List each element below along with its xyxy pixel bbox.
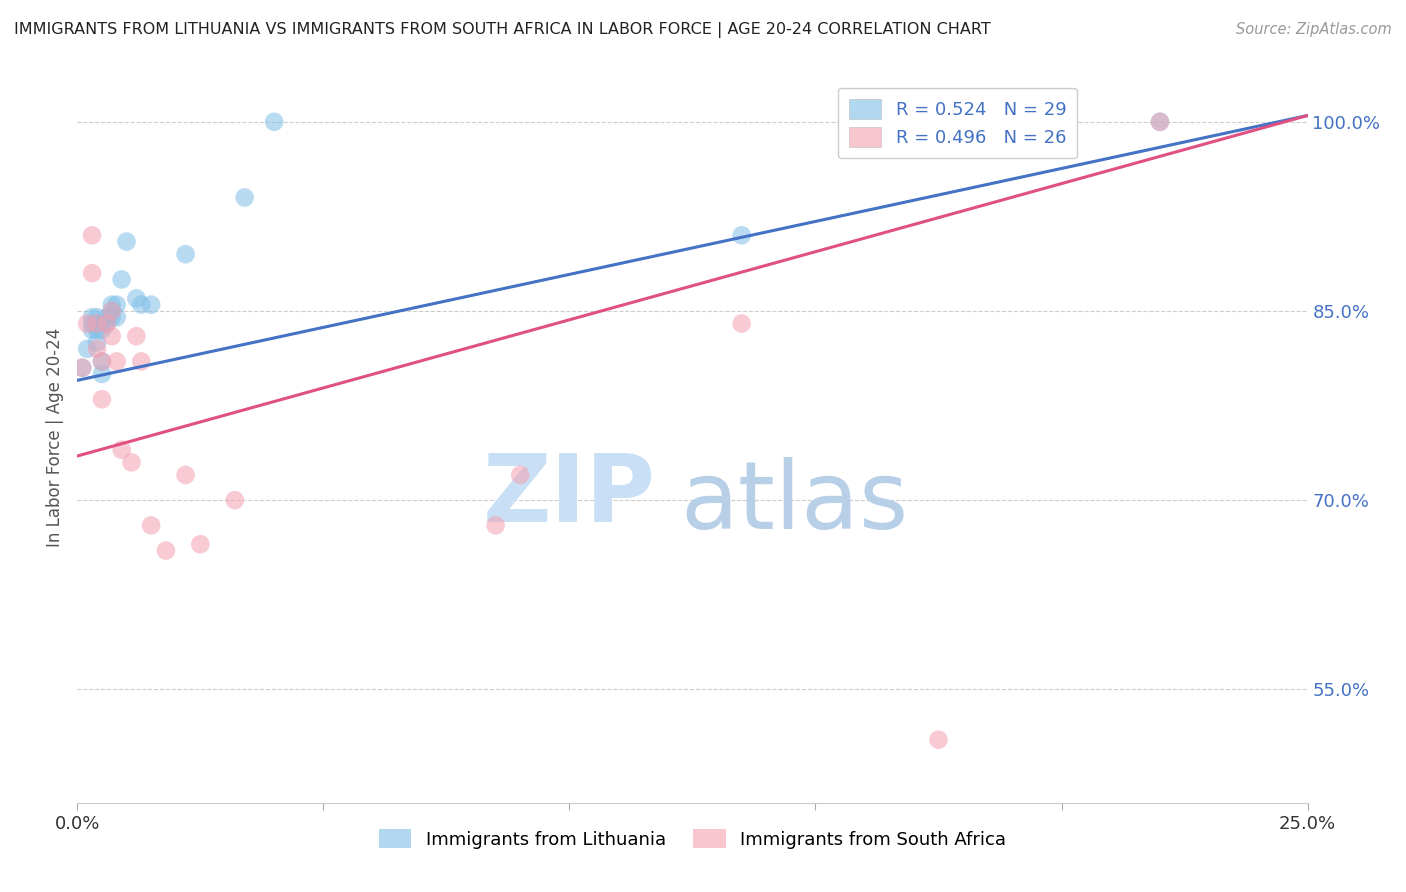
Point [86,310,108,325]
Point [125,291,148,305]
Y-axis label: In Labor Force | Age 20-24: In Labor Force | Age 20-24 [46,327,65,547]
Point [111,442,132,457]
Point [105,298,128,312]
Point [90,323,114,337]
Point [1149,115,1171,129]
Point [928,732,950,747]
Point [82,317,104,331]
Point [233,190,256,204]
Point [101,298,124,312]
Point [129,298,153,312]
Point [90,354,114,368]
Text: atlas: atlas [681,457,908,549]
Point [224,493,246,508]
Point [96,317,118,331]
Point [82,266,104,280]
Point [105,354,128,368]
Text: Source: ZipAtlas.com: Source: ZipAtlas.com [1236,22,1392,37]
Point [485,518,508,533]
Point [188,537,212,551]
Point [70,360,93,375]
Point [101,304,124,318]
Point [101,304,124,318]
Point [141,518,163,533]
Point [96,317,118,331]
Text: ZIP: ZIP [482,450,655,541]
Point [76,317,98,331]
Point [76,342,98,356]
Point [82,323,104,337]
Point [125,329,148,343]
Text: IMMIGRANTS FROM LITHUANIA VS IMMIGRANTS FROM SOUTH AFRICA IN LABOR FORCE | AGE 2: IMMIGRANTS FROM LITHUANIA VS IMMIGRANTS … [14,22,991,38]
Point [90,354,114,368]
Point [86,317,108,331]
Point [121,455,143,469]
Point [90,317,114,331]
Point [90,392,114,407]
Point [86,335,108,350]
Point [101,310,124,325]
Point [263,115,285,129]
Point [731,317,754,331]
Legend: Immigrants from Lithuania, Immigrants from South Africa: Immigrants from Lithuania, Immigrants fr… [371,822,1014,856]
Point [509,467,531,482]
Point [155,543,177,558]
Point [105,310,128,325]
Point [82,310,104,325]
Point [174,467,197,482]
Point [90,367,114,381]
Point [115,235,138,249]
Point [82,228,104,243]
Point [86,323,108,337]
Point [1149,115,1171,129]
Point [129,354,153,368]
Point [141,298,163,312]
Point [731,228,754,243]
Point [111,272,132,286]
Point [96,310,118,325]
Point [70,360,93,375]
Point [101,329,124,343]
Point [174,247,197,261]
Point [86,342,108,356]
